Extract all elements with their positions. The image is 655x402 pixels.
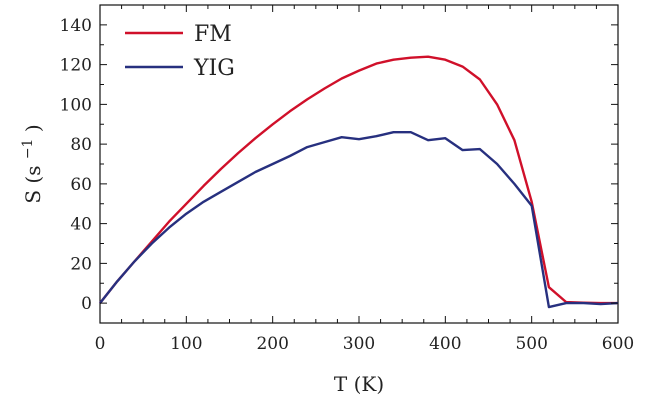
y-tick-label: 120 — [60, 56, 92, 76]
y-tick-label: 60 — [70, 175, 92, 195]
y-axis-label: S (s −1 ) — [13, 124, 45, 203]
x-tick-label: 300 — [343, 334, 375, 354]
plot-area — [99, 4, 619, 324]
y-tick-label: 140 — [60, 16, 92, 36]
legend-label-fm: FM — [194, 22, 232, 47]
series-layer — [99, 55, 619, 309]
y-axis-label-main: S (s — [21, 166, 45, 204]
x-axis-label: T (K) — [334, 372, 384, 396]
y-axis-label-close: ) — [21, 124, 45, 132]
x-tick-label: 0 — [95, 334, 106, 354]
x-tick-label: 200 — [256, 334, 288, 354]
plot-frame — [99, 4, 619, 324]
axes: 0 100 200 300 400 500 600 0 20 40 60 80 100 120 140 — [60, 4, 634, 354]
y-tick-label: 0 — [81, 294, 92, 314]
y-tick-label: 40 — [70, 215, 92, 235]
legend-label-yig: YIG — [193, 56, 235, 81]
y-tick-label: 20 — [70, 254, 92, 274]
x-tick-label: 500 — [515, 334, 547, 354]
y-axis-label-superscript: −1 — [20, 139, 36, 160]
legend: FM YIG — [125, 22, 235, 81]
series-line-fm — [99, 55, 618, 305]
x-tick-label: 600 — [602, 334, 634, 354]
y-tick-label: 100 — [60, 95, 92, 115]
x-tick-label: 400 — [429, 334, 461, 354]
series-line-yig — [99, 130, 619, 309]
y-tick-label: 80 — [70, 135, 92, 155]
x-tick-label: 100 — [170, 334, 202, 354]
